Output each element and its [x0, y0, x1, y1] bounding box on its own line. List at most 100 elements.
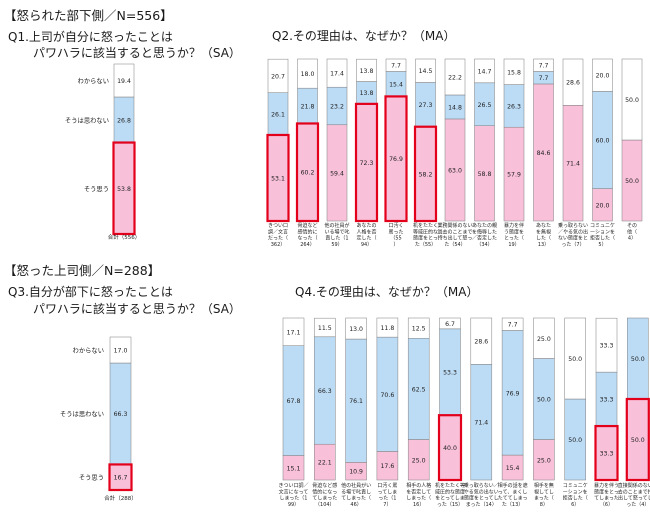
data-label-q2-1-disagree: 21.8 — [301, 103, 315, 110]
data-label-q2-9-agree: 84.6 — [537, 150, 551, 157]
data-label-q4-1-disagree: 66.3 — [318, 388, 332, 395]
data-label-q2-12-unknown: 50.0 — [625, 97, 639, 104]
data-label-q4-11-agree: 50.0 — [631, 437, 645, 444]
bar-q4-10-unknown — [595, 317, 618, 373]
data-label-q4-2-disagree: 76.1 — [349, 398, 363, 405]
data-label-q4-2-unknown: 13.0 — [349, 326, 363, 333]
highlight-frame-q4-5 — [437, 414, 463, 482]
highlight-frame-q4-11 — [625, 397, 650, 482]
bar-q2-8-unknown — [503, 58, 525, 85]
highlight-frame-q2-3 — [354, 102, 379, 223]
category-label-q4-9: コミュニケーションを拒否した（ 6） — [563, 482, 588, 508]
highlight-frame-q3-0 — [108, 463, 133, 492]
category-label-q3-0: 合計（288） — [104, 494, 137, 502]
data-label-q2-4-disagree: 15.4 — [389, 81, 403, 88]
category-label-q4-5: 机をたたく等威圧的な態度をとってしまった（15） — [435, 482, 465, 508]
data-label-q2-6-unknown: 22.2 — [448, 74, 462, 81]
data-label-q3-0-unknown: 17.0 — [114, 348, 128, 355]
data-label-q4-7-agree: 15.4 — [506, 465, 520, 472]
highlight-frame-q2-5 — [413, 125, 438, 223]
category-label-q2-7: あなたの親を侮辱した／否定した（34） — [472, 222, 497, 248]
data-label-q4-4-unknown: 12.5 — [412, 326, 426, 333]
data-label-q4-8-agree: 25.0 — [537, 457, 551, 464]
data-label-q2-10-unknown: 28.6 — [566, 80, 580, 87]
bar-q4-3-unknown — [376, 317, 399, 338]
data-label-q2-10-agree: 71.4 — [566, 161, 580, 168]
data-label-q3-0-agree: 16.7 — [114, 475, 128, 482]
bar-q4-9-unknown — [564, 317, 586, 400]
data-label-q2-5-unknown: 14.5 — [419, 68, 433, 75]
section2-heading: 【怒った上司側／N=288】 — [4, 263, 161, 278]
category-label-q2-12: その他（ 4） — [627, 222, 637, 242]
data-label-q4-10-unknown: 33.3 — [600, 343, 614, 350]
category-label-q4-6: 乗っ取らない／やる気の出ない態度をとってしまった（14） — [464, 482, 499, 508]
bar-q1-0-unknown — [113, 63, 135, 98]
segment-label-q1-disagree: そうは思わない — [65, 116, 109, 124]
category-label-q2-5: 机をたたく等威圧的な態度をとった（55） — [413, 222, 438, 248]
data-label-q2-7-agree: 58.8 — [478, 171, 492, 178]
data-label-q2-2-disagree: 23.2 — [330, 103, 344, 110]
data-label-q4-9-unknown: 50.0 — [568, 356, 582, 363]
data-label-q2-1-agree: 60.2 — [301, 170, 315, 177]
data-label-q1-0-disagree: 26.8 — [117, 117, 131, 124]
section1-heading: 【怒られた部下側／N=556】 — [4, 8, 173, 23]
data-label-q4-10-agree: 33.3 — [600, 451, 614, 458]
data-label-q2-7-unknown: 14.7 — [478, 68, 492, 75]
data-label-q4-6-unknown: 28.6 — [474, 339, 488, 346]
category-label-q2-4: 口汚く罵った（55） — [388, 222, 403, 248]
data-label-q2-11-unknown: 20.0 — [596, 73, 610, 80]
bar-q4-8-unknown — [533, 317, 555, 359]
data-label-q4-0-unknown: 17.1 — [287, 329, 301, 336]
data-label-q2-8-agree: 57.9 — [507, 172, 521, 179]
bar-q2-6-unknown — [444, 58, 466, 96]
bar-q2-12-unknown — [621, 58, 643, 141]
highlight-frame-q2-4 — [384, 95, 408, 223]
data-label-q4-8-disagree: 50.0 — [537, 397, 551, 404]
data-label-q4-8-unknown: 25.0 — [537, 336, 551, 343]
data-label-q2-2-unknown: 17.4 — [330, 71, 344, 78]
bar-q2-3-unknown — [356, 58, 377, 82]
category-label-q2-11: コミュニケーションを拒否した（ 5） — [590, 222, 615, 248]
data-label-q4-9-disagree: 50.0 — [568, 437, 582, 444]
data-label-q4-2-agree: 10.9 — [349, 469, 363, 476]
data-label-q2-0-disagree: 26.1 — [271, 111, 285, 118]
bar-q2-9-unknown — [533, 58, 554, 72]
bar-q3-0-unknown — [109, 336, 132, 364]
data-label-q2-8-disagree: 26.3 — [507, 103, 521, 110]
data-label-q4-6-disagree: 71.4 — [474, 420, 488, 427]
data-label-q2-6-disagree: 14.8 — [448, 104, 462, 111]
q4-title: Q4.その理由は、なぜか？（MA） — [295, 285, 479, 299]
data-label-q2-5-disagree: 27.3 — [419, 102, 433, 109]
category-label-q2-0: きつい口調／文言だった（ 362） — [268, 222, 288, 248]
data-label-q4-11-disagree: 50.0 — [631, 356, 645, 363]
q1-title-line2: パワハラに該当すると思うか？（SA） — [33, 46, 241, 60]
category-label-q4-4: 相手の人格を否定してしまった（ 16） — [406, 482, 431, 508]
category-label-q1-0: 合計（556） — [108, 233, 141, 241]
data-label-q2-5-agree: 58.2 — [419, 171, 433, 178]
bar-q4-5-unknown — [439, 317, 461, 330]
data-label-q4-5-disagree: 53.3 — [443, 370, 457, 377]
data-label-q4-7-disagree: 76.9 — [506, 390, 520, 397]
category-label-q4-3: 口汚く罵ってしまった（1 7） — [377, 482, 397, 508]
data-label-q2-3-disagree: 13.8 — [360, 90, 374, 97]
data-label-q2-0-unknown: 20.7 — [271, 73, 285, 80]
segment-label-q1-agree: そう思う — [84, 185, 109, 193]
bar-q2-1-unknown — [297, 58, 318, 89]
q1-title-line1: Q1.上司が自分に怒ったことは — [8, 30, 173, 44]
category-label-q4-8: 相手を無視してしまった（ 8） — [534, 482, 554, 508]
data-label-q3-0-disagree: 66.3 — [114, 411, 128, 418]
category-label-q4-0: きつい口調／文言になってしまった（1 99） — [278, 482, 308, 508]
data-label-q4-1-agree: 22.1 — [318, 460, 332, 467]
category-label-q2-9: あなたを無視した（ 13） — [536, 222, 551, 248]
data-label-q4-7-unknown: 7.7 — [508, 322, 518, 329]
data-label-q2-1-unknown: 18.0 — [301, 71, 315, 78]
highlight-frame-q2-0 — [266, 133, 290, 223]
category-label-q2-8: 暴力を伴う態度をとった（ 19） — [504, 222, 524, 248]
data-label-q4-3-agree: 17.6 — [381, 463, 395, 470]
bar-q2-0-unknown — [267, 58, 289, 93]
bar-q4-1-unknown — [314, 317, 336, 338]
bar-q2-7-unknown — [474, 58, 495, 84]
highlight-frame-q4-10 — [594, 424, 619, 482]
bar-q2-10-unknown — [562, 58, 584, 106]
